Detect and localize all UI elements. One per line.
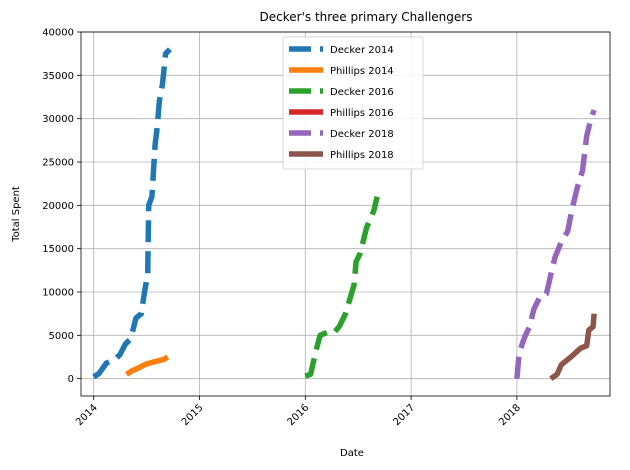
- x-tick-label: 2015: [180, 402, 206, 428]
- x-tick-label: 2017: [391, 402, 417, 428]
- series-line-3: [304, 196, 380, 379]
- legend-entry: Phillips 2018: [330, 150, 394, 161]
- y-tick-label: 30000: [42, 114, 74, 125]
- legend-entry: Phillips 2014: [330, 66, 394, 77]
- x-tick-label: 2014: [74, 402, 100, 428]
- y-tick-label: 15000: [42, 244, 74, 255]
- chart-title: Decker's three primary Challengers: [260, 10, 473, 24]
- x-axis: 2014 2015 2016 2017 2018: [74, 396, 523, 428]
- plot-frame: [80, 31, 611, 397]
- y-tick-label: 5000: [49, 331, 74, 342]
- y-tick-label: 10000: [42, 288, 74, 299]
- legend-entry: Decker 2018: [330, 129, 394, 140]
- series-line-2: [125, 354, 170, 377]
- x-axis-label: Date: [340, 448, 364, 459]
- series-line-1: [92, 47, 172, 380]
- y-tick-label: 35000: [42, 71, 74, 82]
- y-tick-label: 20000: [42, 201, 74, 212]
- legend-entry: Phillips 2016: [330, 108, 394, 119]
- series-line-5: [514, 109, 597, 379]
- legend-entry: Decker 2016: [330, 87, 394, 98]
- legend-entry: Decker 2014: [330, 45, 394, 56]
- x-tick-label: 2018: [497, 402, 523, 428]
- y-axis: 0 5000 10000 15000 20000 25000 30000 35000 40000: [42, 28, 81, 385]
- y-tick-label: 0: [68, 374, 74, 385]
- series-layer: [92, 47, 597, 381]
- legend: Decker 2014 Phillips 2014 Decker 2016 Phill…: [282, 36, 424, 170]
- x-tick-label: 2016: [286, 402, 312, 428]
- y-axis-label: Total Spent: [11, 186, 22, 243]
- series-line-6: [549, 313, 597, 381]
- y-tick-label: 25000: [42, 158, 74, 169]
- y-tick-label: 40000: [42, 28, 74, 39]
